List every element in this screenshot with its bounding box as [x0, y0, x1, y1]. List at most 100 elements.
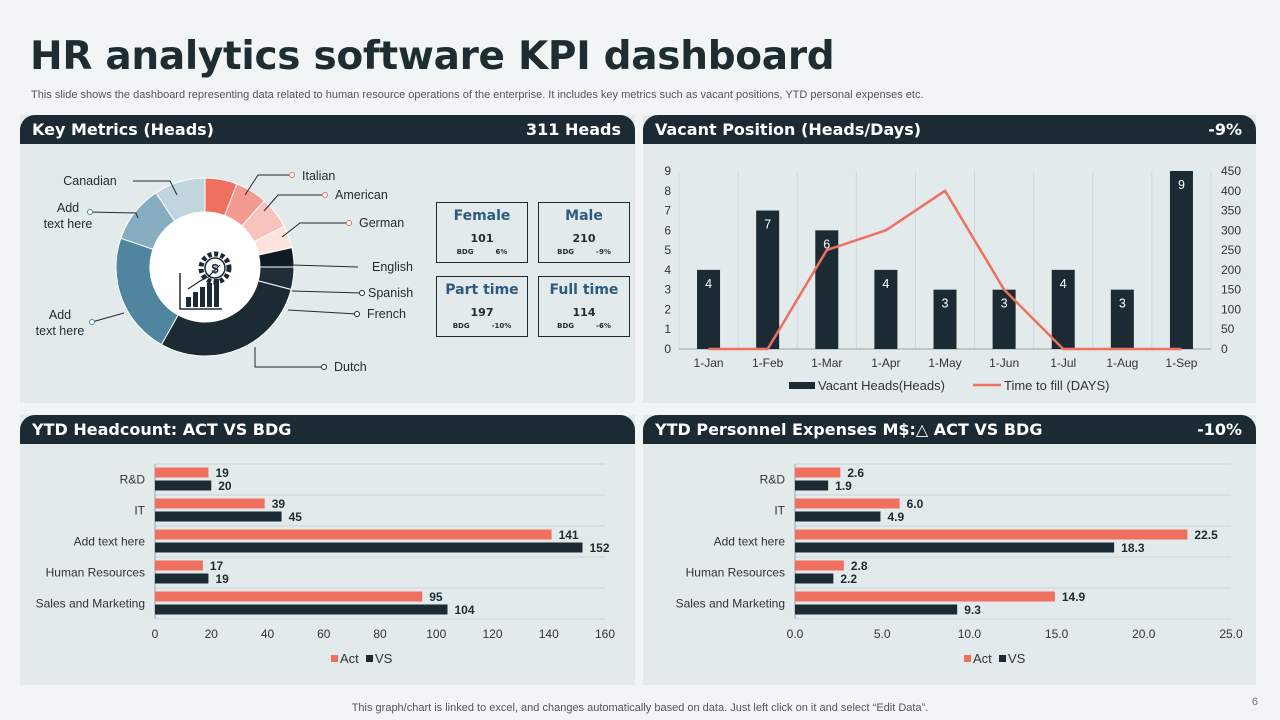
vacant-line-time-to-fill: [708, 189, 1182, 351]
expenses-bar-act-0: [795, 467, 841, 478]
headcount-xtick-4: 80: [373, 627, 387, 641]
expenses-bar-vs-2: [795, 542, 1115, 553]
kpi-full-time-title: Full time: [549, 282, 619, 298]
expenses-bar-vs-3: [795, 573, 834, 584]
kpi-full-time-change: -6%: [596, 322, 611, 330]
donut-label-9: Canadian: [63, 174, 117, 188]
donut-leader-dot-0: [289, 172, 295, 178]
expenses-bar-label-vs-3: 2.2: [840, 572, 857, 586]
vacant-ytick-4: 4: [664, 263, 671, 277]
donut-label-2: German: [359, 216, 404, 230]
expenses-legend-swatch-vs: [999, 655, 1006, 662]
expenses-bar-act-1: [795, 498, 900, 509]
expenses-bar-label-vs-4: 9.3: [964, 603, 981, 617]
vacant-ytick-1: 1: [664, 322, 671, 336]
vacant-ytick-6: 6: [664, 223, 671, 237]
key-metrics-total: 311 Heads: [526, 120, 621, 139]
headcount-xtick-3: 60: [317, 627, 331, 641]
vacant-position-header: Vacant Position (Heads/Days) -9%: [643, 115, 1256, 144]
kpi-female-title: Female: [453, 208, 511, 224]
donut-leader-line-9: [133, 180, 178, 196]
expenses-bar-label-act-1: 6.0: [907, 497, 924, 511]
expenses-xtick-4: 20.0: [1132, 627, 1156, 641]
vacant-legend-swatch-bars: [789, 382, 815, 389]
expenses-category-1: IT: [774, 504, 785, 518]
headcount-bar-label-act-4: 95: [429, 590, 443, 604]
donut-leader-dot-6: [321, 364, 327, 370]
headcount-category-1: IT: [134, 504, 145, 518]
donut-leader-dot-2: [346, 220, 352, 226]
headcount-bar-act-0: [155, 467, 209, 478]
donut-leader-line-4: [291, 290, 363, 294]
vacant-bar-label-1-Mar: 6: [823, 237, 830, 251]
headcount-bar-vs-2: [155, 542, 583, 553]
donut-leader-line-0: [244, 174, 292, 196]
headcount-bar-label-vs-0: 20: [218, 479, 232, 493]
expenses-xtick-0: 0.0: [787, 627, 804, 641]
vacant-bar-1-Jan: [697, 269, 721, 349]
expenses-bar-label-act-2: 22.5: [1194, 528, 1218, 542]
vacant-ytick-8: 8: [664, 184, 671, 198]
kpi-full-time-label: BDG: [557, 322, 575, 330]
vacant-xtick-1-Mar: 1-Mar: [811, 356, 842, 370]
donut-leader-line-7: [91, 312, 125, 323]
donut-label-4: Spanish: [368, 286, 413, 300]
expenses-bar-vs-0: [795, 480, 829, 491]
headcount-bar-label-vs-1: 45: [289, 510, 303, 524]
kpi-female-label: BDG: [456, 248, 474, 256]
vacant-xtick-1-Apr: 1-Apr: [871, 356, 900, 370]
kpi-card-male: Male 210 BDG -9%: [538, 202, 630, 263]
headcount-bar-act-3: [155, 560, 203, 571]
headcount-xtick-8: 160: [595, 627, 615, 641]
donut-leader-line-2: [281, 222, 349, 238]
footer-note: This graph/chart is linked to excel, and…: [351, 702, 929, 714]
kpi-male-value: 210: [572, 232, 596, 245]
expenses-category-0: R&D: [760, 473, 786, 487]
headcount-bar-act-2: [155, 529, 552, 540]
vacant-ytick-5: 5: [664, 243, 671, 257]
vacant-xtick-1-Jul: 1-Jul: [1050, 356, 1076, 370]
donut-label-0: Italian: [302, 169, 335, 183]
headcount-bar-vs-3: [155, 573, 209, 584]
vacant-ytick-0: 0: [664, 342, 671, 356]
key-metrics-header: Key Metrics (Heads) 311 Heads: [20, 115, 635, 144]
headcount-xtick-7: 140: [539, 627, 559, 641]
headcount-bar-vs-1: [155, 511, 282, 522]
vacant-xtick-1-Aug: 1-Aug: [1106, 356, 1138, 370]
donut-leader-line-8: [89, 211, 139, 219]
vacant-y2tick-0: 0: [1221, 342, 1228, 356]
vacant-y2tick-50: 50: [1221, 322, 1235, 336]
vacant-xtick-1-Jun: 1-Jun: [989, 356, 1019, 370]
expenses-bar-label-act-0: 2.6: [847, 466, 864, 480]
page-title: HR analytics software KPI dashboard: [30, 34, 835, 79]
vacant-bar-1-Jun: [992, 289, 1016, 349]
headcount-bar-vs-4: [155, 604, 448, 615]
kpi-part-time-change: -10%: [491, 322, 512, 330]
vacant-position-panel: Vacant Position (Heads/Days) -9% 0 1 2 3 4 5 6…: [643, 115, 1256, 403]
vacant-y2tick-350: 350: [1221, 204, 1241, 218]
headcount-bar-label-vs-3: 19: [215, 572, 229, 586]
expenses-legend-act: Act: [973, 651, 992, 666]
headcount-legend-swatch-act: [331, 655, 338, 662]
donut-label-1: American: [335, 188, 388, 202]
donut-leader-dot-4: [359, 290, 365, 296]
kpi-male-title: Male: [565, 208, 603, 224]
expenses-bar-act-2: [795, 529, 1188, 540]
headcount-xtick-1: 20: [205, 627, 219, 641]
vacant-y2tick-300: 300: [1221, 223, 1241, 237]
donut-label-7: Add text here: [36, 308, 85, 338]
expenses-bar-vs-4: [795, 604, 958, 615]
vacant-ytick-7: 7: [664, 204, 671, 218]
headcount-category-4: Sales and Marketing: [36, 597, 145, 611]
expenses-category-3: Human Resources: [686, 566, 785, 580]
vacant-bar-1-Feb: [756, 210, 780, 349]
headcount-bar-label-act-2: 141: [559, 528, 579, 542]
expenses-category-2: Add text here: [714, 535, 786, 549]
gear-dollar-chart-icon: $: [179, 251, 232, 310]
vacant-xtick-1-May: 1-May: [928, 356, 961, 370]
vacant-ytick-9: 9: [664, 164, 671, 178]
ytd-expenses-panel: YTD Personnel Expenses M$:△ ACT VS BDG -…: [643, 415, 1256, 685]
donut-leader-line-1: [263, 194, 325, 212]
